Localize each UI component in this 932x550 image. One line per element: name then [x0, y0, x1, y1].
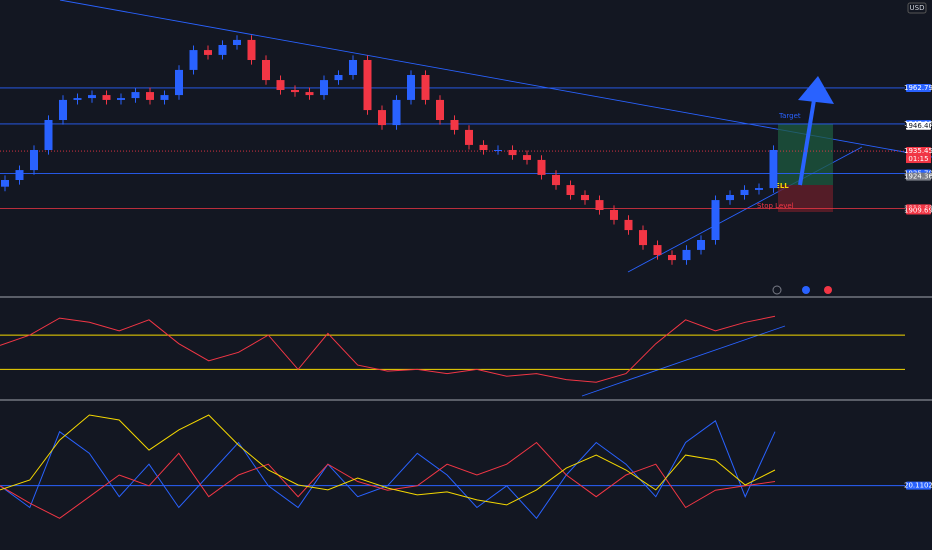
target-label: Target — [778, 112, 801, 120]
candle-body — [537, 159, 546, 175]
candle-body — [73, 98, 82, 100]
candle-body — [479, 144, 488, 150]
candle-body — [668, 255, 676, 261]
candle-body — [305, 92, 314, 96]
price-tag-label: 1935.45 — [904, 147, 932, 155]
candle-body — [15, 170, 24, 180]
entry-label: SELL — [770, 182, 789, 190]
countdown: 01:15 — [908, 155, 928, 163]
indicator-line — [0, 420, 776, 520]
candle-body — [682, 249, 691, 261]
candle-body — [436, 99, 444, 120]
candle-body — [755, 188, 763, 190]
candle-body — [378, 110, 386, 126]
candle-body — [291, 90, 299, 93]
candle-body — [218, 45, 227, 55]
indicator-line — [0, 414, 776, 506]
candle-body — [117, 98, 125, 100]
candle-body — [653, 245, 662, 255]
candle-body — [552, 174, 560, 186]
indicator-line — [0, 315, 776, 383]
candle-body — [711, 200, 720, 240]
candle-body — [465, 129, 473, 145]
candle-body — [59, 99, 67, 120]
candle-body — [131, 92, 140, 99]
candle-body — [581, 195, 589, 201]
arrow-shaft — [798, 99, 816, 186]
price-tag — [906, 172, 931, 181]
candle-body — [639, 230, 647, 246]
candle-body — [726, 195, 734, 201]
price-tag-label: 1946.40 — [904, 122, 932, 130]
rsi-trendline — [581, 325, 786, 397]
candle-body — [421, 75, 430, 100]
candle-body — [247, 39, 256, 60]
candle-body — [30, 150, 38, 171]
countdown-tag — [906, 155, 931, 164]
candle-body — [740, 189, 749, 195]
price-tag — [906, 83, 931, 92]
candle-body — [523, 155, 531, 160]
price-tag-label: 1962.79 — [904, 84, 932, 92]
candle-body — [697, 240, 705, 250]
candle-body — [610, 210, 618, 220]
candle-body — [262, 60, 270, 81]
candle-body — [175, 69, 183, 96]
candle-body — [595, 200, 604, 210]
candle-body — [363, 60, 372, 111]
price-tag-label: 1909.69 — [904, 206, 932, 214]
candle-body — [88, 95, 96, 99]
candle-body — [392, 99, 401, 126]
price-tag — [906, 147, 931, 156]
candle-body — [320, 80, 328, 96]
icon[interactable] — [772, 285, 782, 295]
candle-body — [146, 92, 154, 100]
candle-body — [1, 180, 9, 187]
candle-body — [450, 120, 459, 130]
candle-body — [334, 75, 343, 81]
candle-body — [349, 60, 357, 75]
candle-body — [102, 95, 111, 100]
candle-body — [407, 75, 415, 100]
candle-body — [233, 39, 241, 45]
candle-body — [160, 95, 169, 100]
icon[interactable] — [824, 286, 832, 294]
currency-box[interactable] — [907, 2, 927, 14]
stop-label: Stop Level — [757, 202, 794, 210]
arrow-head — [798, 76, 834, 104]
price-tag-label: 1924.36 — [904, 173, 932, 181]
candle-body — [508, 150, 517, 156]
indicator-line — [0, 441, 776, 519]
level-tag-label: 20.1102 — [904, 482, 932, 490]
candle-body — [204, 50, 212, 55]
candle-body — [44, 120, 53, 150]
icon[interactable] — [802, 286, 810, 294]
candle-body — [624, 219, 633, 231]
currency: USD — [910, 4, 925, 12]
price-tag — [906, 206, 931, 215]
candle-body — [189, 50, 198, 70]
candle-body — [566, 185, 575, 195]
price-tag — [906, 121, 931, 130]
stop-zone — [778, 185, 833, 212]
candle-body — [769, 150, 778, 189]
level-tag — [906, 481, 931, 490]
candle-body — [276, 80, 285, 90]
candle-body — [494, 150, 502, 151]
